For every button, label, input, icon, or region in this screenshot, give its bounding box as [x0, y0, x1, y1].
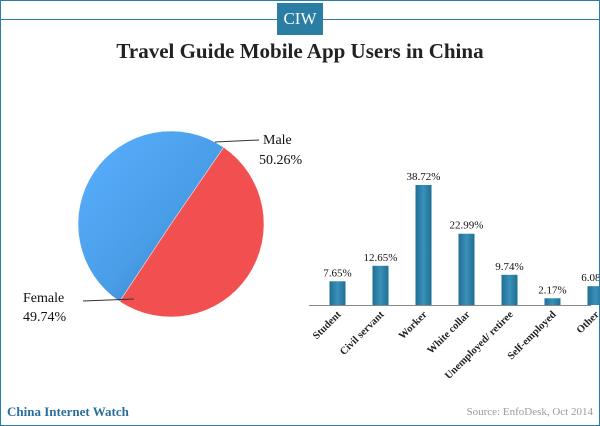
- brand-badge: CIW: [277, 3, 323, 35]
- bar-chart: 7.65% Student 12.65% Civil servant 38.72% Wor…: [309, 171, 599, 382]
- bar-white-collar: [458, 233, 475, 305]
- bar-value-label: 6.08%: [581, 272, 599, 284]
- pie-label-female: Female: [23, 291, 64, 306]
- pie-leader-male: [214, 139, 260, 143]
- bar-self-employed: [544, 298, 561, 305]
- bar-student: [329, 281, 346, 305]
- pie-chart: Male 50.26% Female 49.74%: [23, 130, 303, 325]
- bar-other: [587, 286, 599, 305]
- bar-value-label: 2.17%: [538, 284, 566, 296]
- bar-category-label: Student: [311, 309, 344, 342]
- bar-value-label: 12.65%: [364, 252, 398, 264]
- bar-category-label: Worker: [397, 309, 430, 342]
- pie-leader-female: [82, 298, 135, 302]
- bar-value-label: 38.72%: [407, 171, 441, 183]
- pie-value-female: 49.74%: [23, 310, 67, 325]
- bar-unemployed-retiree: [501, 274, 518, 305]
- bar-value-label: 7.65%: [323, 267, 351, 279]
- chart-title: Travel Guide Mobile App Users in China: [116, 39, 484, 63]
- footer-source: Source: EnfoDesk, Oct 2014: [466, 406, 593, 418]
- pie-value-male: 50.26%: [259, 153, 303, 168]
- bar-civil-servant: [372, 265, 389, 305]
- bar-category-label: White collar: [425, 309, 472, 356]
- bar-value-label: 9.74%: [495, 261, 523, 273]
- bar-category-label: Civil servant: [338, 309, 387, 358]
- footer-brand: China Internet Watch: [7, 404, 129, 419]
- pie-slice-male: [77, 130, 225, 302]
- bar-value-label: 22.99%: [450, 220, 484, 232]
- bar-category-label: Other: [575, 309, 599, 336]
- pie-slice-female: [119, 147, 265, 318]
- pie-label-male: Male: [263, 133, 292, 148]
- bar-worker: [415, 184, 432, 305]
